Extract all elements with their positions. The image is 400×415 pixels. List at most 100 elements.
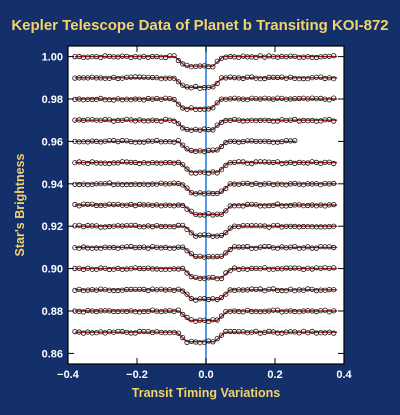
data-point (184, 166, 190, 172)
data-point (171, 53, 177, 59)
data-point (206, 318, 212, 324)
model-line (74, 267, 338, 279)
data-point (171, 96, 177, 103)
y-tick-label: 0.90 (42, 264, 63, 276)
data-point (331, 118, 337, 124)
data-point (180, 222, 186, 228)
data-point (274, 201, 281, 207)
data-point (331, 265, 337, 271)
model-line (74, 161, 338, 173)
data-point (244, 243, 250, 250)
data-point (158, 118, 164, 124)
data-point (180, 265, 186, 271)
data-point (175, 79, 181, 85)
data-point (214, 58, 220, 64)
data-point (249, 160, 255, 167)
model-line (74, 246, 338, 258)
series-10 (72, 243, 338, 260)
data-point (184, 248, 190, 254)
data-point (274, 307, 281, 313)
data-point (180, 311, 186, 317)
data-point (184, 206, 190, 212)
data-point (214, 336, 220, 342)
data-point (331, 160, 337, 167)
data-point (218, 143, 225, 150)
data-point (188, 208, 194, 214)
data-point (175, 138, 181, 144)
data-point (253, 328, 259, 334)
data-point (331, 244, 337, 251)
data-point (188, 251, 194, 257)
data-point (326, 97, 332, 103)
data-point (309, 328, 315, 334)
data-point (76, 203, 82, 209)
data-point (180, 182, 186, 188)
data-point (218, 275, 225, 282)
data-point (218, 232, 225, 238)
data-point (218, 119, 225, 126)
data-point (218, 313, 225, 319)
data-point (188, 105, 194, 111)
data-point (210, 339, 216, 345)
series-1 (72, 53, 338, 70)
data-point (214, 296, 220, 303)
data-point (184, 146, 190, 152)
data-point (227, 225, 233, 231)
y-tick-label: 0.92 (42, 221, 63, 233)
x-tick-label: 0.4 (336, 369, 352, 381)
data-point (184, 270, 190, 276)
data-point (214, 80, 220, 87)
data-point (218, 211, 225, 217)
data-point (331, 202, 337, 208)
x-axis-label: Transit Timing Variations (132, 386, 280, 400)
data-point (214, 170, 220, 176)
data-point (175, 121, 181, 127)
data-point (223, 185, 229, 192)
data-point (223, 250, 229, 256)
data-point (175, 286, 181, 292)
data-point (188, 230, 194, 236)
data-point (223, 208, 229, 214)
data-point (227, 246, 233, 253)
series-5 (72, 137, 298, 155)
data-point (180, 202, 186, 209)
data-point (223, 291, 229, 297)
data-point (188, 317, 194, 323)
data-point (180, 162, 186, 168)
y-tick-label: 0.88 (42, 306, 63, 318)
data-point (184, 226, 190, 232)
data-point (214, 147, 220, 153)
data-point (331, 223, 337, 229)
data-point (218, 332, 225, 338)
series-group (72, 53, 338, 346)
y-tick-label: 0.96 (42, 136, 63, 148)
data-point (175, 330, 181, 336)
data-point (292, 116, 298, 123)
data-point (184, 291, 190, 297)
x-tick-label: −0.4 (57, 369, 80, 381)
data-point (218, 294, 225, 301)
data-point (171, 75, 177, 81)
data-point (253, 54, 259, 61)
data-point (210, 127, 216, 133)
data-point (214, 317, 220, 323)
data-point (188, 295, 194, 302)
series-14 (72, 328, 338, 346)
x-tick-label: 0.2 (267, 369, 282, 381)
data-point (180, 244, 186, 250)
model-line (74, 183, 338, 195)
y-tick-label: 1.00 (42, 52, 63, 64)
series-8 (72, 201, 338, 218)
data-point (223, 230, 229, 236)
model-line (74, 310, 338, 322)
data-point (331, 76, 337, 82)
series-6 (72, 159, 338, 176)
y-tick-label: 0.98 (42, 94, 63, 106)
data-point (274, 222, 281, 228)
data-point (274, 159, 281, 165)
data-point (214, 122, 220, 128)
data-point (292, 244, 298, 250)
series-4 (72, 116, 338, 133)
